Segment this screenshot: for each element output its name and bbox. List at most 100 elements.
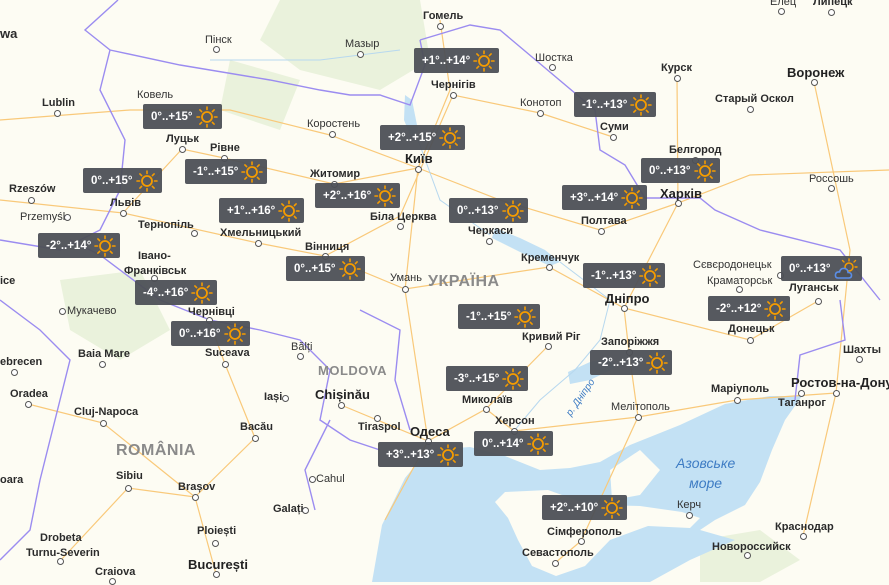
city-label: Старый Оскол	[715, 93, 794, 105]
weather-badge[interactable]: -1°..+13°	[583, 263, 666, 288]
city-label: Луганськ	[789, 282, 839, 294]
city-label: Маріуполь	[711, 383, 770, 395]
city-label: Миколаїв	[462, 394, 513, 406]
temperature-range: -2°..+14°	[46, 239, 92, 252]
weather-badge[interactable]: +2°..+10°	[542, 495, 628, 520]
city-dot	[598, 228, 605, 235]
city-dot	[546, 264, 553, 271]
city-label: Bălți	[291, 341, 313, 353]
city-label: Запоріжжя	[601, 336, 660, 348]
city-label: oara	[0, 474, 24, 486]
city-label: Шахты	[843, 344, 882, 356]
city-dot	[549, 64, 556, 71]
weather-badge[interactable]: -1°..+13°	[574, 92, 657, 117]
city-dot	[811, 79, 818, 86]
city-label: Cahul	[316, 473, 345, 485]
city-label: Пінск	[205, 34, 232, 46]
city-dot	[329, 131, 336, 138]
city-dot	[800, 533, 807, 540]
city-label: Конотоп	[520, 97, 562, 109]
city-label: Turnu-Severin	[26, 547, 100, 559]
sun-icon	[639, 264, 662, 287]
weather-badge[interactable]: 0°..+13°	[641, 158, 720, 183]
city-dot	[747, 106, 754, 113]
temperature-range: -1°..+13°	[582, 98, 628, 111]
city-label: Lublin	[42, 97, 75, 109]
city-label: Ростов-на-Дону	[791, 375, 889, 390]
city-label: Хмельницький	[220, 227, 302, 239]
sun-icon	[338, 257, 361, 280]
sun-icon	[621, 186, 644, 209]
sun-icon	[195, 105, 218, 128]
weather-badge[interactable]: -1°..+15°	[458, 304, 541, 329]
weather-badge[interactable]: +1°..+16°	[219, 198, 305, 223]
city-label: București	[188, 557, 248, 572]
city-label: Рівне	[210, 142, 240, 154]
city-dot	[120, 210, 127, 217]
dnipro-reservoirs	[492, 228, 560, 266]
city-label: Rzeszów	[9, 183, 56, 195]
sun-icon	[94, 234, 117, 257]
city-label: Воронеж	[787, 65, 845, 80]
temperature-range: +1°..+16°	[227, 204, 276, 217]
city-dot	[213, 571, 220, 578]
city-label: Краматорськ	[707, 275, 773, 287]
weather-badge[interactable]: -2°..+14°	[38, 233, 121, 258]
country-label-ukraine: УКРАЇНА	[428, 273, 500, 290]
city-dot	[252, 435, 259, 442]
temperature-range: -1°..+13°	[591, 269, 637, 282]
city-label: Суми	[600, 121, 629, 133]
sun-icon	[439, 126, 462, 149]
city-dot	[686, 512, 693, 519]
weather-badge[interactable]: -1°..+15°	[185, 159, 268, 184]
country-label-romania: ROMÂNIA	[116, 442, 196, 459]
city-dot	[415, 166, 422, 173]
weather-badge[interactable]: -2°..+12°	[708, 296, 791, 321]
city-label: Франківськ	[124, 265, 187, 277]
city-dot	[635, 414, 642, 421]
city-dot	[11, 369, 18, 376]
weather-badge[interactable]: -3°..+15°	[446, 366, 529, 391]
city-label: Херсон	[495, 415, 535, 427]
weather-badge[interactable]: +3°..+14°	[562, 185, 648, 210]
sun-icon	[278, 199, 301, 222]
sea-label-azov: Азовське море	[676, 453, 735, 493]
city-dot	[610, 134, 617, 141]
city-dot	[798, 390, 805, 397]
rivers	[210, 49, 611, 432]
city-dot	[302, 507, 309, 514]
city-label: Chișinău	[315, 387, 370, 402]
city-label: Житомир	[310, 168, 361, 180]
weather-badge[interactable]: 0°..+13°	[781, 256, 862, 281]
weather-badge[interactable]: +2°..+16°	[315, 183, 401, 208]
city-dot	[59, 308, 66, 315]
weather-badge[interactable]: 0°..+15°	[286, 256, 365, 281]
city-label: Вінниця	[305, 241, 350, 253]
city-label: Курск	[661, 62, 693, 74]
city-label: Харків	[660, 186, 702, 201]
weather-badge[interactable]: -4°..+16°	[135, 280, 218, 305]
partly-cloudy-icon	[834, 257, 858, 279]
sun-icon	[135, 169, 158, 192]
azov-shore	[610, 450, 660, 500]
temperature-range: 0°..+16°	[179, 327, 221, 340]
weather-badge[interactable]: +1°..+14°	[414, 48, 500, 73]
weather-badge[interactable]: 0°..+15°	[83, 168, 162, 193]
weather-badge[interactable]: 0°..+16°	[171, 321, 250, 346]
city-label: Белгород	[669, 144, 722, 156]
temperature-range: 0°..+15°	[294, 262, 336, 275]
weather-badge[interactable]: -2°..+13°	[590, 350, 673, 375]
city-label: Sibiu	[116, 470, 143, 482]
weather-badge[interactable]: 0°..+15°	[143, 104, 222, 129]
city-label: Кривий Ріг	[522, 331, 581, 343]
weather-badge[interactable]: 0°..+13°	[449, 198, 528, 223]
weather-badge[interactable]: +2°..+15°	[380, 125, 466, 150]
city-label: Przemyśl	[20, 211, 66, 223]
city-label: Полтава	[581, 215, 627, 227]
city-label: Львів	[110, 197, 142, 209]
city-label: wa	[0, 26, 18, 41]
weather-badge[interactable]: 0°..+14°	[474, 431, 553, 456]
sun-icon	[693, 159, 716, 182]
weather-badge[interactable]: +3°..+13°	[378, 442, 464, 467]
temperature-range: +3°..+14°	[570, 191, 619, 204]
